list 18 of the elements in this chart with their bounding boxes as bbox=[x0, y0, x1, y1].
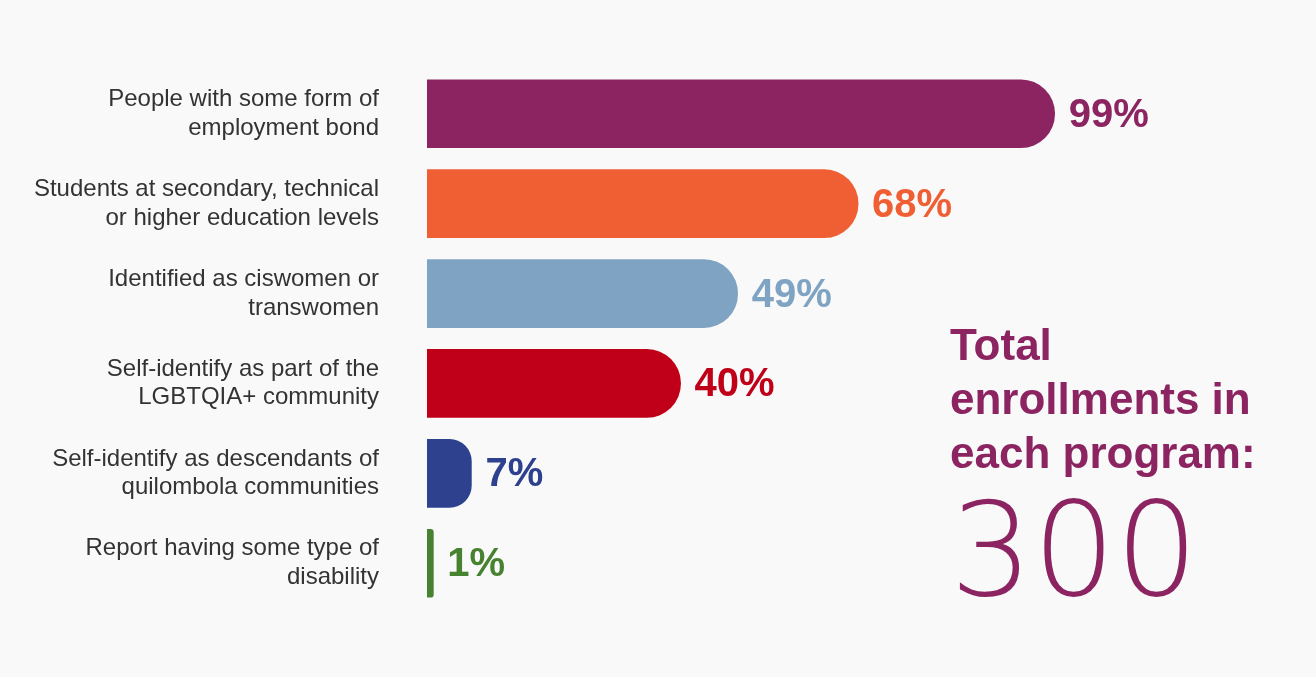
bar bbox=[427, 79, 1055, 149]
y-tick-label: People with some form of employment bond bbox=[108, 83, 380, 140]
data-label: 7% bbox=[485, 450, 544, 495]
data-label: 40% bbox=[694, 360, 775, 405]
bar bbox=[427, 528, 434, 598]
bar bbox=[427, 439, 472, 508]
data-label: 99% bbox=[1068, 90, 1149, 135]
y-tick-label: Report having some type of disability bbox=[85, 533, 380, 590]
data-label: 49% bbox=[751, 270, 832, 315]
bar bbox=[427, 169, 859, 238]
y-tick-label: Self-identify as descendants of quilombola communities bbox=[52, 443, 380, 500]
bar bbox=[427, 349, 681, 418]
y-tick-label: Identified as ciswomen or transwomen bbox=[108, 263, 380, 320]
y-tick-label: Students at secondary, technical or higher education levels bbox=[33, 173, 379, 230]
data-label: 68% bbox=[872, 180, 953, 225]
y-tick-label: Self-identify as part of the LGBTQIA+ community bbox=[106, 353, 379, 410]
data-label: 1% bbox=[447, 540, 506, 585]
bar bbox=[427, 259, 738, 328]
